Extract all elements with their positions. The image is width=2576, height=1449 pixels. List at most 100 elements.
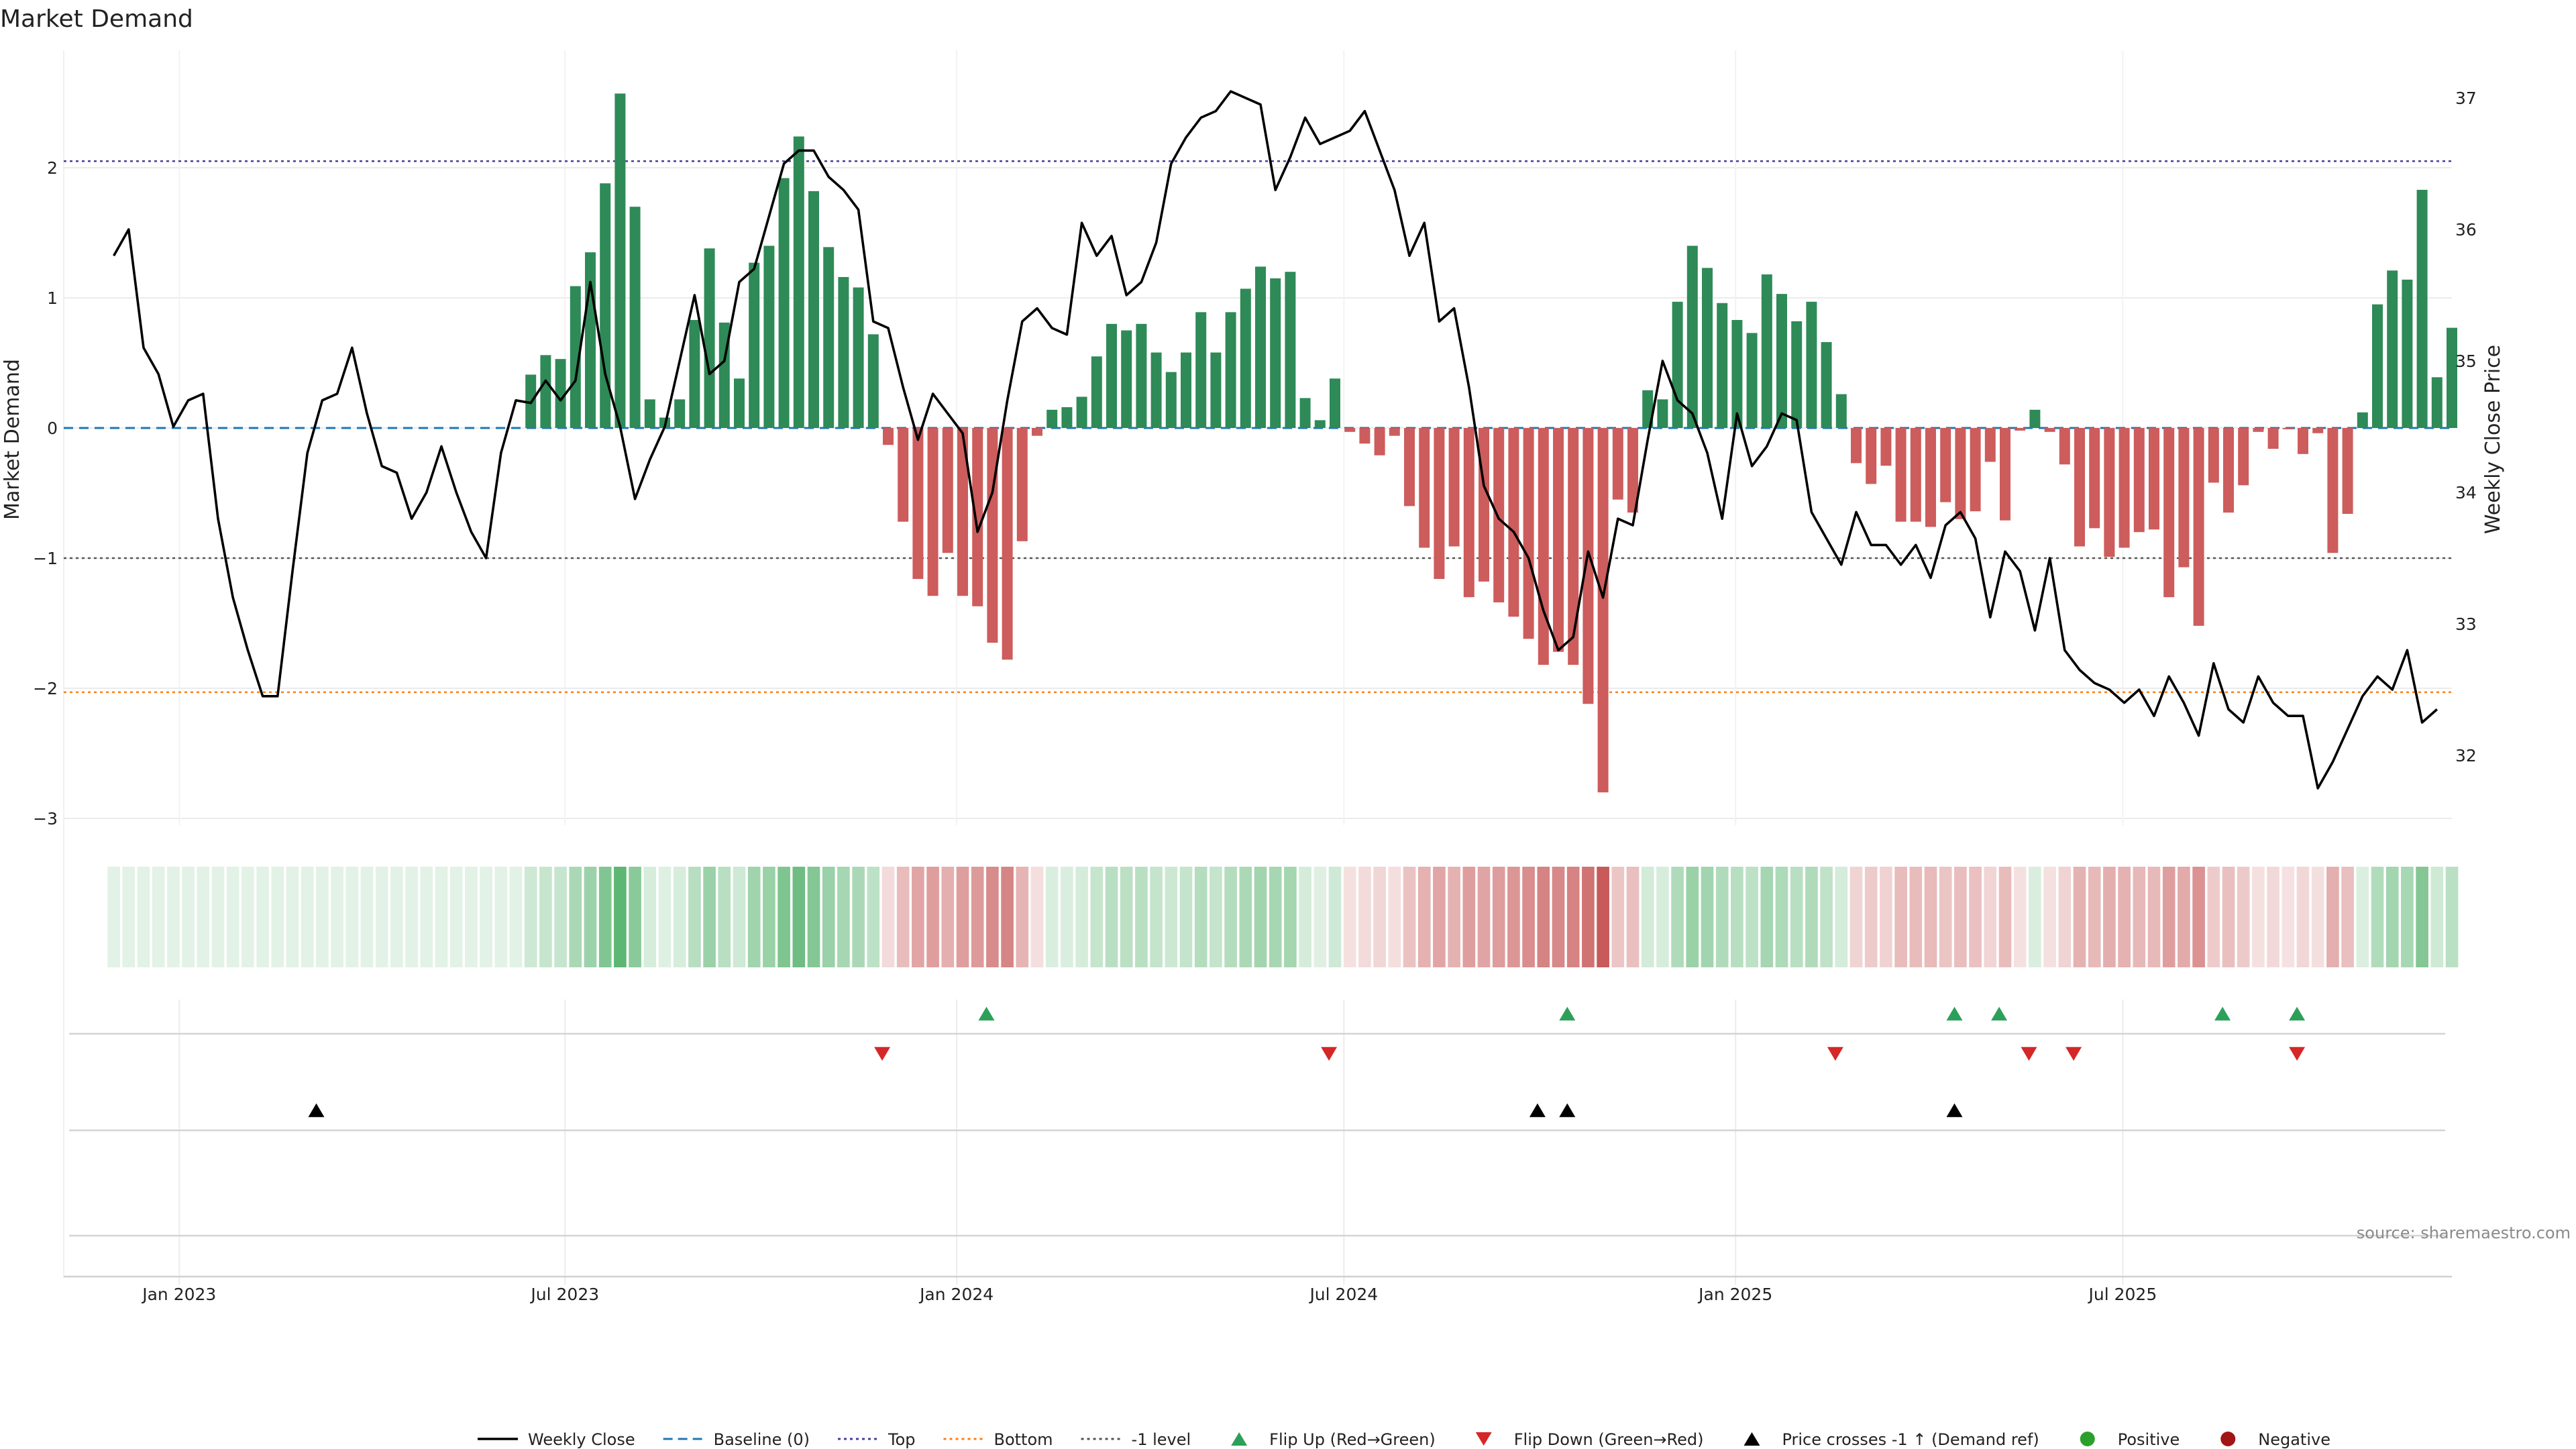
x-tick-label-4: Jan 2025 — [1697, 1285, 1772, 1304]
strip-cell-83 — [1343, 867, 1356, 967]
y2-tick-label-4: 33 — [2455, 614, 2477, 634]
strip-cell-143 — [2237, 867, 2250, 967]
strip-cell-64 — [1061, 867, 1073, 967]
strip-cell-156 — [2430, 867, 2444, 967]
demand-bar-58 — [972, 428, 983, 606]
strip-cell-66 — [1090, 867, 1104, 967]
strip-cell-20 — [405, 867, 418, 967]
strip-cell-86 — [1388, 867, 1401, 967]
strip-cell-157 — [2445, 867, 2459, 967]
strip-cell-96 — [1537, 867, 1550, 967]
legend-item-1-label: Baseline (0) — [714, 1430, 810, 1449]
flip-down-marker-3 — [2021, 1046, 2037, 1061]
strip-cell-74 — [1210, 867, 1222, 967]
strip-cell-129 — [2029, 867, 2041, 967]
strip-cell-112 — [1775, 867, 1788, 967]
strip-cell-116 — [1835, 867, 1848, 967]
demand-bar-87 — [1404, 428, 1415, 506]
flip-up-marker-0 — [978, 1006, 995, 1021]
strip-cell-118 — [1864, 867, 1878, 967]
demand-bar-117 — [1851, 428, 1862, 464]
demand-bar-141 — [2208, 428, 2219, 483]
chart-title: Market Demand — [0, 5, 193, 33]
demand-bar-89 — [1434, 428, 1445, 580]
demand-bar-139 — [2178, 428, 2190, 568]
strip-cell-154 — [2401, 867, 2414, 967]
demand-bar-64 — [1061, 407, 1073, 428]
demand-bar-111 — [1761, 274, 1772, 428]
strip-cell-148 — [2311, 867, 2324, 967]
demand-bar-112 — [1776, 294, 1787, 428]
event-markers — [64, 1006, 2452, 1278]
strip-cell-137 — [2147, 867, 2161, 967]
strip-cell-39 — [688, 867, 701, 967]
demand-bar-99 — [1582, 428, 1594, 704]
y-tick-label-0: 2 — [47, 158, 58, 178]
demand-bar-30 — [555, 359, 566, 428]
strip-cell-44 — [763, 867, 775, 967]
strip-cell-18 — [375, 867, 388, 967]
demand-bar-151 — [2357, 412, 2368, 428]
demand-bar-66 — [1091, 356, 1102, 428]
demand-bar-43 — [749, 262, 760, 428]
strip-cell-47 — [807, 867, 820, 967]
strip-cell-7 — [211, 867, 225, 967]
strip-cell-95 — [1522, 867, 1535, 967]
demand-bar-143 — [2238, 428, 2249, 486]
strip-cell-138 — [2162, 867, 2176, 967]
demand-bar-138 — [2163, 428, 2175, 598]
strip-cell-51 — [867, 867, 880, 967]
demand-bar-113 — [1791, 321, 1803, 428]
strip-cell-114 — [1805, 867, 1818, 967]
demand-bar-137 — [2149, 428, 2159, 530]
demand-bar-118 — [1866, 428, 1877, 484]
strip-cell-152 — [2371, 867, 2384, 967]
flip-up-marker-5 — [2289, 1006, 2306, 1021]
demand-bar-73 — [1195, 312, 1207, 428]
demand-bar-85 — [1374, 428, 1385, 455]
demand-bar-130 — [2044, 428, 2055, 432]
demand-bar-146 — [2282, 428, 2294, 429]
demand-bar-129 — [2029, 409, 2041, 428]
demand-bar-60 — [1002, 428, 1013, 660]
strip-cell-68 — [1120, 867, 1133, 967]
strip-cell-65 — [1075, 867, 1088, 967]
flip-up-marker-4 — [2214, 1006, 2231, 1021]
price-cross-marker-1 — [1529, 1103, 1546, 1118]
strip-cell-13 — [301, 867, 314, 967]
demand-bar-69 — [1136, 323, 1147, 428]
strip-cell-77 — [1254, 867, 1267, 967]
price-cross-marker-3 — [1946, 1103, 1963, 1118]
strip-cell-70 — [1150, 867, 1163, 967]
demand-bar-75 — [1225, 312, 1236, 428]
strip-cell-117 — [1849, 867, 1863, 967]
flip-down-marker-0 — [874, 1046, 891, 1061]
strip-cell-62 — [1030, 867, 1044, 967]
demand-bar-150 — [2342, 428, 2353, 515]
demand-bar-81 — [1314, 420, 1326, 428]
demand-bar-70 — [1150, 352, 1162, 428]
y2-tick-label-0: 37 — [2455, 89, 2477, 108]
strip-cell-53 — [896, 867, 910, 967]
demand-bar-42 — [734, 378, 745, 428]
strip-cell-155 — [2416, 867, 2428, 967]
strip-cell-32 — [584, 867, 597, 967]
x-axis-ticks: Jan 2023 Jul 2023 Jan 2024 Jul 2024 Jan 2025… — [141, 1285, 2157, 1304]
strip-cell-67 — [1105, 867, 1118, 967]
grid — [63, 50, 2452, 1285]
strip-cell-132 — [2073, 867, 2086, 967]
demand-bar-82 — [1330, 378, 1340, 428]
strip-cell-33 — [598, 867, 612, 967]
demand-bar-46 — [793, 136, 804, 428]
strip-cell-120 — [1894, 867, 1907, 967]
strip-cell-25 — [480, 867, 492, 967]
demand-bar-125 — [1970, 428, 1981, 512]
strip-cell-97 — [1552, 867, 1565, 967]
demand-bar-71 — [1165, 372, 1177, 428]
demand-bar-33 — [600, 183, 611, 428]
strip-cell-134 — [2103, 867, 2116, 967]
flip-down-marker-2 — [1827, 1046, 1843, 1061]
strip-cell-135 — [2118, 867, 2131, 967]
strip-cell-0 — [107, 867, 120, 967]
strip-cell-14 — [316, 867, 329, 967]
